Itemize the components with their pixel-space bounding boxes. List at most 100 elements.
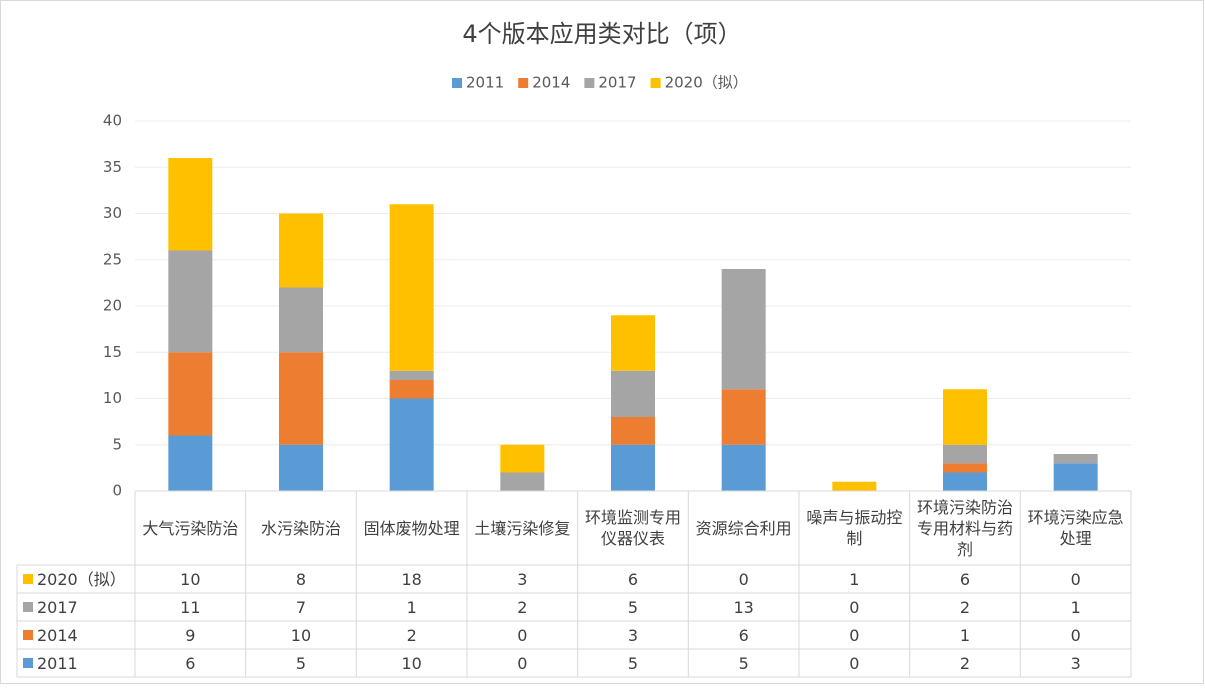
legend-key <box>650 78 661 88</box>
y-tick-label: 0 <box>112 482 122 500</box>
table-value: 6 <box>627 569 639 589</box>
x-tick-label: 资源综合利用 <box>695 518 792 538</box>
legend-key <box>452 78 462 88</box>
table-value: 6 <box>185 653 196 673</box>
bar <box>943 472 987 491</box>
legend-key <box>518 78 529 88</box>
table-value: 8 <box>295 569 307 589</box>
table-key <box>23 630 33 640</box>
x-tick-label: 环境污染防治专用材料与药剂 <box>916 497 1013 559</box>
table-value: 10 <box>180 569 201 589</box>
bar <box>943 444 987 464</box>
y-tick-label: 25 <box>103 250 122 268</box>
table-value: 1 <box>849 569 860 589</box>
bar <box>832 481 877 491</box>
table-value: 10 <box>290 625 312 645</box>
table-value: 0 <box>849 625 860 645</box>
series-name: 2014 <box>37 625 78 645</box>
series-name: 2011 <box>37 653 78 673</box>
bar <box>721 269 766 390</box>
table-value: 0 <box>849 597 860 617</box>
bar <box>168 250 213 353</box>
bar <box>611 315 655 371</box>
x-tick-label: 环境监测专用仪器仪表 <box>584 508 681 548</box>
table-value: 13 <box>733 597 754 617</box>
y-tick-label: 40 <box>103 112 122 130</box>
bar <box>279 287 323 353</box>
table-value: 18 <box>401 569 422 589</box>
table-value: 10 <box>401 653 422 673</box>
table-value: 2 <box>406 625 417 645</box>
table-value: 0 <box>1070 569 1081 589</box>
table-row-label: 2014 <box>17 621 135 649</box>
bar <box>168 352 213 436</box>
table-value: 0 <box>517 625 528 645</box>
table-value: 9 <box>185 625 196 645</box>
table-row-label: 2017 <box>17 593 135 621</box>
bar <box>389 398 434 491</box>
table-row-label: 2011 <box>17 649 135 677</box>
table-value: 1 <box>1070 597 1081 617</box>
table-value: 5 <box>627 597 639 617</box>
bar <box>721 389 766 445</box>
series-name: 2020（拟） <box>37 569 126 589</box>
table-value: 2 <box>517 597 528 617</box>
table-value: 5 <box>738 653 749 673</box>
table-value: 5 <box>295 653 307 673</box>
bar <box>500 472 545 491</box>
table-value: 3 <box>517 569 528 589</box>
legend-label: 2017 <box>598 74 636 92</box>
table-value: 3 <box>627 625 639 645</box>
table-value: 2 <box>959 653 971 673</box>
table-key <box>23 658 33 668</box>
table-value: 7 <box>295 597 307 617</box>
y-tick-label: 30 <box>103 204 122 222</box>
bar <box>389 204 434 371</box>
bar <box>1053 454 1098 464</box>
bar <box>279 352 323 445</box>
bar <box>611 444 655 491</box>
table-value: 1 <box>406 597 417 617</box>
table-key <box>23 574 33 584</box>
table-value: 11 <box>180 597 201 617</box>
bar <box>611 417 655 445</box>
table-value: 0 <box>738 569 749 589</box>
table-value: 6 <box>738 625 749 645</box>
table-value: 0 <box>849 653 860 673</box>
series-name: 2017 <box>37 597 78 617</box>
legend-key <box>584 78 595 88</box>
table-value: 3 <box>1070 653 1081 673</box>
y-tick-label: 20 <box>103 297 122 315</box>
bar <box>943 463 987 473</box>
legend-label: 2014 <box>532 74 570 92</box>
table-value: 6 <box>959 569 971 589</box>
x-tick-label: 噪声与振动控制 <box>806 508 903 548</box>
x-tick-label: 大气污染防治 <box>142 518 239 538</box>
x-tick-label: 水污染防治 <box>260 518 341 538</box>
table-row-label: 2020（拟） <box>17 565 135 593</box>
table-key <box>23 602 33 612</box>
table-value: 0 <box>517 653 528 673</box>
bar <box>168 158 213 251</box>
y-tick-label: 10 <box>103 389 122 407</box>
chart-title: 4个版本应用类对比（项） <box>462 20 741 48</box>
x-tick-label: 土壤污染修复 <box>474 518 571 538</box>
table-value: 0 <box>1070 625 1081 645</box>
x-tick-label: 固体废物处理 <box>363 518 460 538</box>
bar <box>943 389 987 445</box>
x-tick-label: 环境污染应急处理 <box>1027 508 1124 548</box>
bar <box>721 444 766 491</box>
table-value: 2 <box>959 597 971 617</box>
table-value: 5 <box>627 653 639 673</box>
table-value: 1 <box>959 625 971 645</box>
bar <box>1053 463 1098 491</box>
bar <box>168 435 213 491</box>
y-tick-label: 15 <box>103 343 122 361</box>
y-tick-label: 5 <box>112 435 122 453</box>
legend-label: 2020（拟） <box>665 74 748 92</box>
legend-label: 2011 <box>466 74 504 92</box>
bar <box>389 370 434 380</box>
bar <box>279 213 323 288</box>
